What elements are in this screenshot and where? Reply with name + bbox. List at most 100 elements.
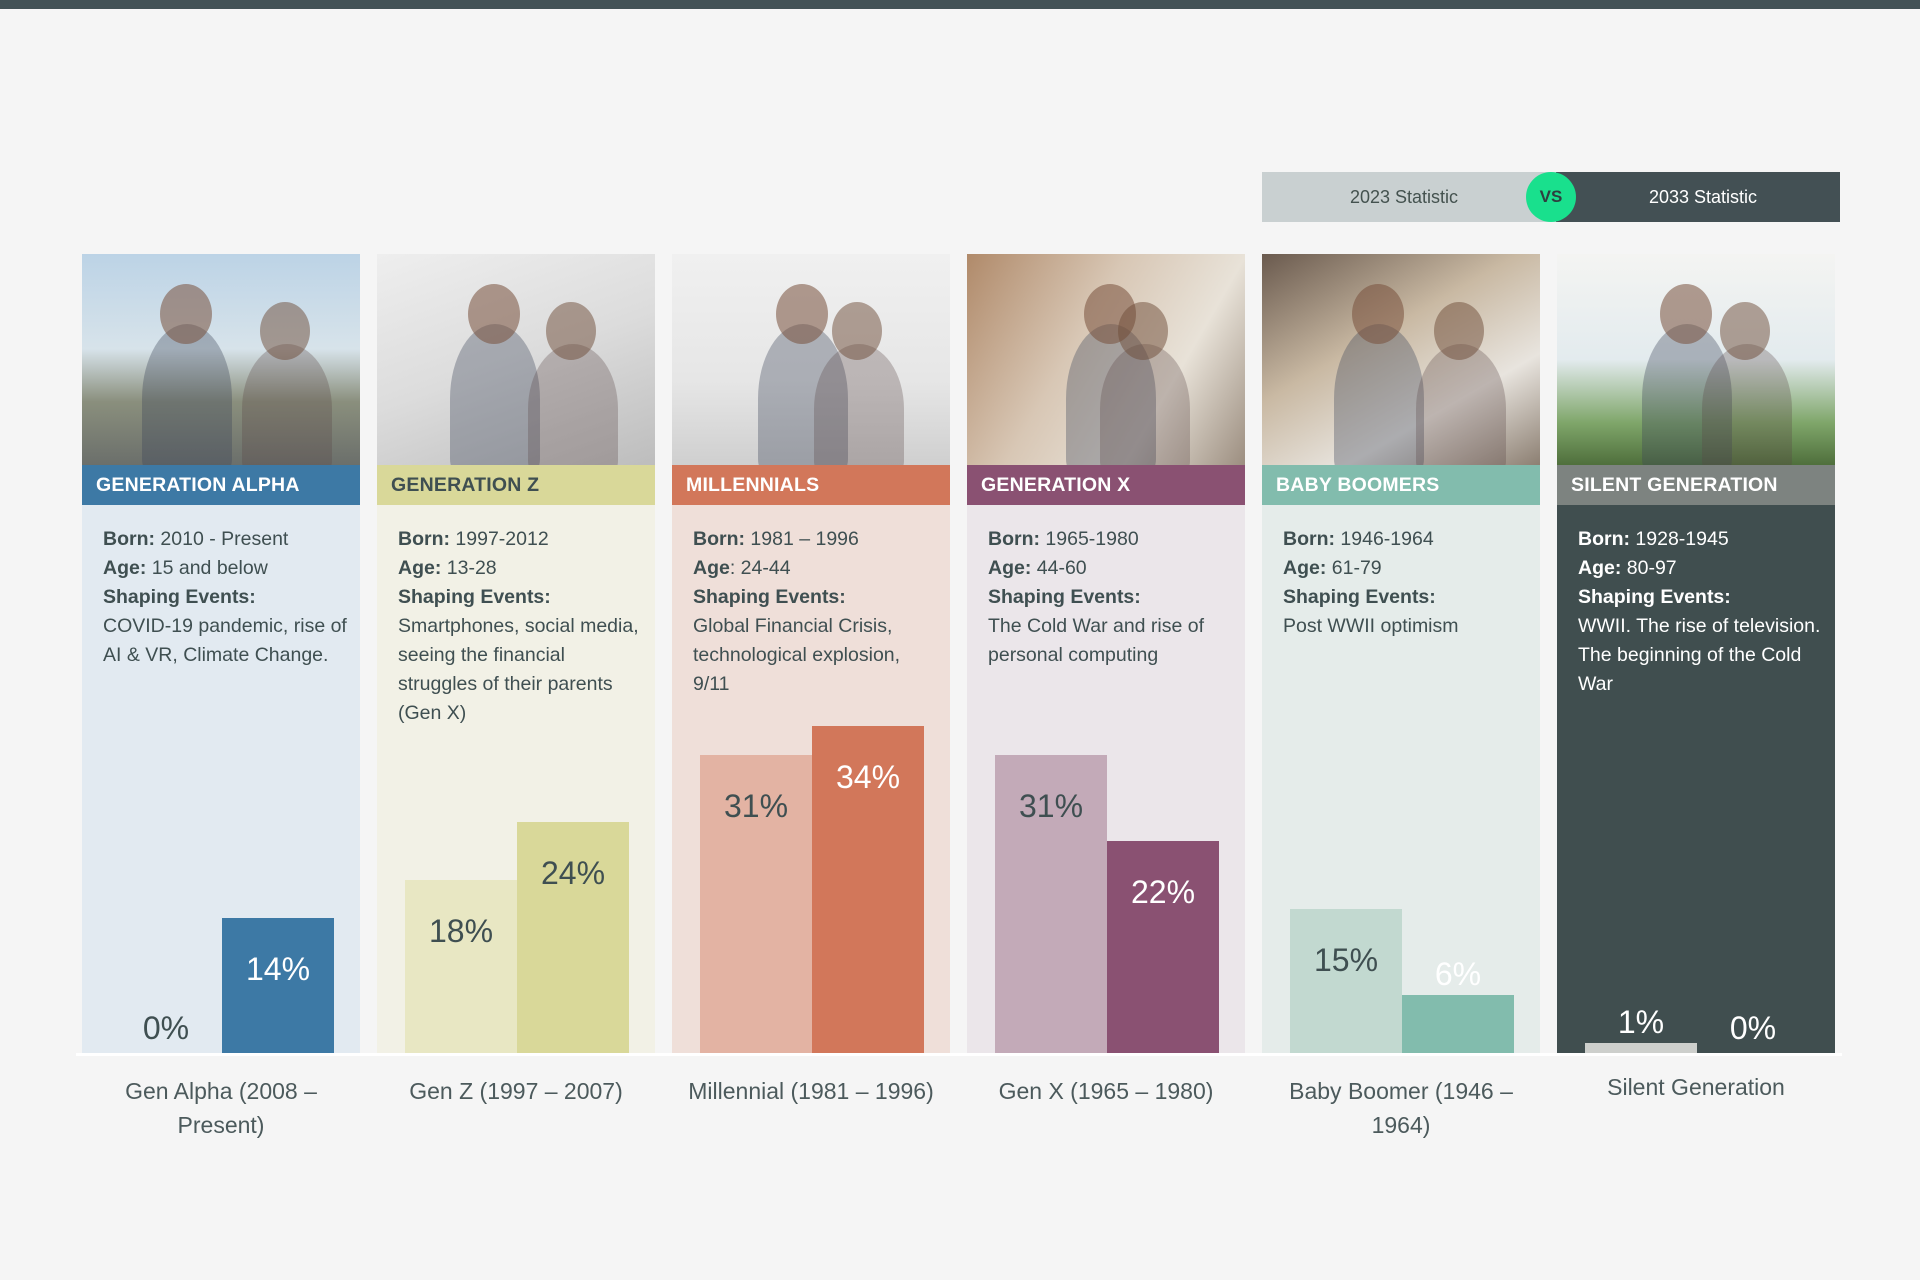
chart-baseline: [76, 1053, 1842, 1056]
legend-2033: 2033 Statistic: [1556, 172, 1840, 222]
born-line: Born: 1997-2012: [398, 525, 643, 554]
column-generation-alpha: GENERATION ALPHA Born: 2010 - Present Ag…: [82, 254, 360, 1053]
body-generation-z: Born: 1997-2012 Age: 13-28 Shaping Event…: [377, 505, 655, 1053]
header-generation-alpha: GENERATION ALPHA: [82, 465, 360, 505]
age-line: Age: 80-97: [1578, 554, 1823, 583]
events-label: Shaping Events:: [398, 586, 551, 608]
info-generation-alpha: Born: 2010 - Present Age: 15 and below S…: [103, 525, 348, 670]
events-line: Shaping Events:: [1283, 583, 1528, 612]
bar-2033: [517, 822, 629, 1053]
bar-2023: [1290, 908, 1402, 1053]
column-baby-boomers: BABY BOOMERS Born: 1946-1964 Age: 61-79 …: [1262, 254, 1540, 1053]
top-bar: [0, 0, 1920, 9]
born-value: 1946-1964: [1335, 528, 1434, 550]
header-millennials: MILLENNIALS: [672, 465, 950, 505]
born-value: 1981 – 1996: [745, 528, 859, 550]
events-line: Shaping Events:: [398, 583, 643, 612]
age-value: 80-97: [1621, 557, 1677, 579]
born-value: 1965-1980: [1040, 528, 1139, 550]
x-axis-label: Silent Generation: [1607, 1074, 1785, 1100]
born-value: 1928-1945: [1630, 528, 1729, 550]
events-value: COVID-19 pandemic, rise of AI & VR, Clim…: [103, 615, 347, 666]
events-line: Shaping Events:: [988, 583, 1233, 612]
value-2023: 31%: [723, 787, 789, 824]
age-label: Age:: [988, 557, 1032, 579]
age-line: Age: 15 and below: [103, 554, 348, 583]
header-generation-z: GENERATION Z: [377, 465, 655, 505]
value-2033: 34%: [835, 758, 901, 795]
events-line: Shaping Events:: [1578, 583, 1823, 612]
value-2033: 14%: [245, 951, 311, 988]
value-2033: 22%: [1130, 874, 1196, 911]
bar-2023: [405, 879, 517, 1053]
age-label: Age:: [103, 557, 147, 579]
born-label: Born:: [398, 528, 450, 550]
events-value: Post WWII optimism: [1283, 615, 1459, 637]
header-baby-boomers: BABY BOOMERS: [1262, 465, 1540, 505]
photo-generation-x: [967, 254, 1245, 465]
bar-2033: [222, 918, 334, 1053]
age-line: Age: 44-60: [988, 554, 1233, 583]
age-value: 61-79: [1326, 557, 1382, 579]
age-value: : 24-44: [729, 557, 791, 579]
events-value: Global Financial Crisis, technological e…: [693, 615, 901, 695]
legend-2023: 2023 Statistic: [1262, 172, 1556, 222]
vs-badge: VS: [1526, 172, 1576, 222]
events-label: Shaping Events:: [1283, 586, 1436, 608]
bar-2033: [1107, 841, 1219, 1053]
age-value: 15 and below: [146, 557, 268, 579]
info-generation-z: Born: 1997-2012 Age: 13-28 Shaping Event…: [398, 525, 643, 728]
photo-silent-generation: [1557, 254, 1835, 465]
bar-2023: [1585, 1043, 1697, 1053]
born-line: Born: 1946-1964: [1283, 525, 1528, 554]
age-label: Age: [693, 557, 730, 579]
info-silent-generation: Born: 1928-1945 Age: 80-97 Shaping Event…: [1578, 525, 1823, 699]
photo-millennials: [672, 254, 950, 465]
born-label: Born:: [988, 528, 1040, 550]
header-generation-x: GENERATION X: [967, 465, 1245, 505]
events-line: Shaping Events:: [693, 583, 938, 612]
age-label: Age:: [398, 557, 442, 579]
body-generation-alpha: Born: 2010 - Present Age: 15 and below S…: [82, 505, 360, 1053]
column-generation-x: GENERATION X Born: 1965-1980 Age: 44-60 …: [967, 254, 1245, 1053]
info-generation-x: Born: 1965-1980 Age: 44-60 Shaping Event…: [988, 525, 1233, 670]
value-2023: 18%: [428, 912, 494, 949]
value-2023: 15%: [1313, 941, 1379, 978]
value-2023: 31%: [1018, 787, 1084, 824]
age-line: Age: 13-28: [398, 554, 643, 583]
born-label: Born:: [1578, 528, 1630, 550]
value-2023: 0%: [142, 1010, 190, 1046]
body-silent-generation: Born: 1928-1945 Age: 80-97 Shaping Event…: [1557, 505, 1835, 1053]
events-value: WWII. The rise of television. The beginn…: [1578, 615, 1821, 695]
photo-baby-boomers: [1262, 254, 1540, 465]
x-axis-label: Gen Z (1997 – 2007): [409, 1078, 623, 1104]
age-line: Age: 24-44: [693, 554, 938, 583]
born-label: Born:: [103, 528, 155, 550]
value-2033: 0%: [1729, 1010, 1777, 1046]
body-baby-boomers: Born: 1946-1964 Age: 61-79 Shaping Event…: [1262, 505, 1540, 1053]
born-label: Born:: [1283, 528, 1335, 550]
events-label: Shaping Events:: [1578, 586, 1731, 608]
value-2023: 1%: [1617, 1004, 1665, 1041]
bar-2023: [700, 754, 812, 1053]
born-value: 1997-2012: [450, 528, 549, 550]
x-axis-label: Baby Boomer (1946 – 1964): [1289, 1078, 1513, 1138]
born-line: Born: 1981 – 1996: [693, 525, 938, 554]
age-value: 44-60: [1031, 557, 1087, 579]
value-2033: 24%: [540, 855, 606, 892]
age-label: Age:: [1283, 557, 1327, 579]
body-generation-x: Born: 1965-1980 Age: 44-60 Shaping Event…: [967, 505, 1245, 1053]
born-line: Born: 1965-1980: [988, 525, 1233, 554]
x-axis-label: Gen Alpha (2008 – Present): [125, 1078, 317, 1138]
body-millennials: Born: 1981 – 1996 Age: 24-44 Shaping Eve…: [672, 505, 950, 1053]
events-label: Shaping Events:: [103, 586, 256, 608]
events-line: Shaping Events:: [103, 583, 348, 612]
events-label: Shaping Events:: [693, 586, 846, 608]
age-label: Age:: [1578, 557, 1622, 579]
column-generation-z: GENERATION Z Born: 1997-2012 Age: 13-28 …: [377, 254, 655, 1053]
age-value: 13-28: [441, 557, 497, 579]
value-2033: 6%: [1434, 956, 1482, 993]
events-value: Smartphones, social media, seeing the fi…: [398, 615, 639, 724]
legend: 2023 Statistic 2033 Statistic VS: [1262, 172, 1840, 222]
info-millennials: Born: 1981 – 1996 Age: 24-44 Shaping Eve…: [693, 525, 938, 699]
